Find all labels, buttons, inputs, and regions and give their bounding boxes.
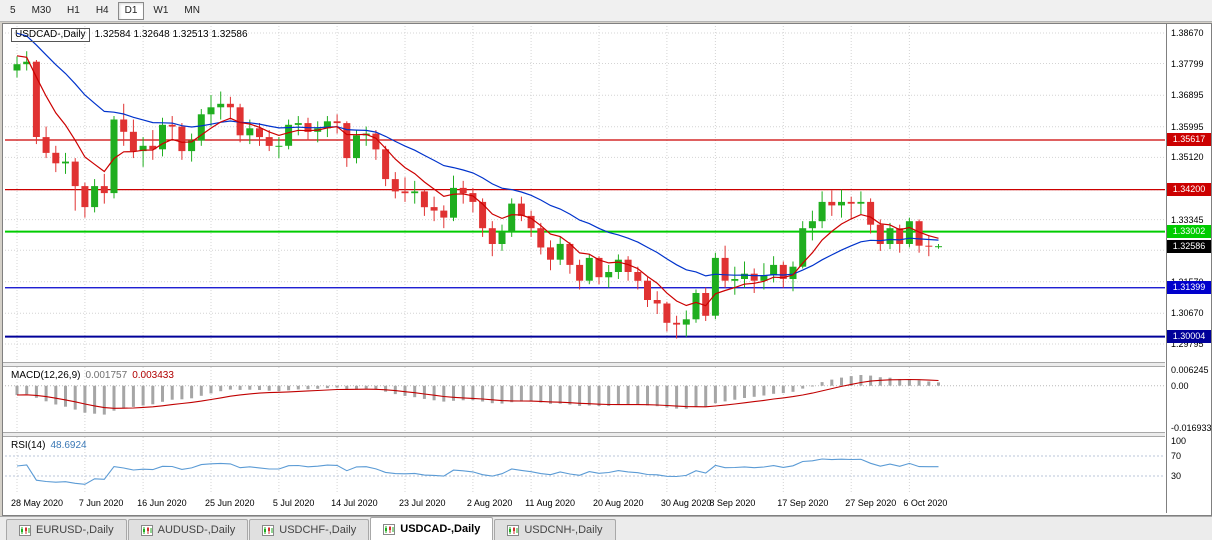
macd-indicator-label: MACD(12,26,9) 0.001757 0.003433 <box>11 370 174 381</box>
price-level-badge: 1.33002 <box>1167 225 1211 239</box>
rsi-tick: 30 <box>1171 471 1182 481</box>
candlestick-chart-icon <box>140 524 153 536</box>
candlestick-chart-icon <box>262 524 275 536</box>
date-label: 14 Jul 2020 <box>331 498 378 508</box>
candlestick-chart-icon <box>19 524 31 536</box>
price-level-badge: 1.30004 <box>1167 330 1211 344</box>
chart-tab-label: USDCAD-,Daily <box>400 523 481 535</box>
chart-title: USDCAD-,Daily 1.32584 1.32648 1.32513 1.3… <box>11 28 248 42</box>
date-label: 28 May 2020 <box>11 498 64 508</box>
chart-tab-usdcnh[interactable]: USDCNH-,Daily <box>494 519 616 540</box>
chart-tab-label: USDCHF-,Daily <box>279 524 357 536</box>
chart-window: USDCAD-,Daily 1.32584 1.32648 1.32513 1.3… <box>2 23 1212 516</box>
date-label: 7 Jun 2020 <box>78 498 124 508</box>
macd-tick: 0.00 <box>1171 380 1189 391</box>
candlestick-chart-icon <box>507 524 520 536</box>
price-axis[interactable]: 1.386701.377991.368951.359951.351201.341… <box>1166 24 1212 513</box>
price-tick: 1.35995 <box>1171 121 1204 132</box>
date-label: 25 Jun 2020 <box>205 498 255 508</box>
rsi-indicator-label: RSI(14) 48.6924 <box>11 440 87 451</box>
timeframe-button-d1[interactable]: D1 <box>117 1 145 20</box>
macd-main-value: 0.001757 <box>85 370 128 381</box>
panel-splitter[interactable] <box>3 362 1165 367</box>
price-tick: 1.37799 <box>1171 58 1204 69</box>
macd-tick: 0.006245 <box>1171 365 1209 376</box>
chart-tab-usdchf[interactable]: USDCHF-,Daily <box>249 519 370 540</box>
timeframe-toolbar: 5 M30 H1 H4 D1 W1 MN <box>0 0 1212 22</box>
date-label: 11 Aug 2020 <box>525 498 575 508</box>
date-label: 16 Jun 2020 <box>137 498 187 508</box>
macd-name: MACD(12,26,9) <box>11 370 81 381</box>
price-level-badge: 1.35617 <box>1167 133 1211 147</box>
timeframe-button-5[interactable]: 5 <box>10 4 16 16</box>
rsi-panel[interactable] <box>5 437 1165 494</box>
price-level-badge: 1.31399 <box>1167 281 1211 295</box>
ohlc-close: 1.32586 <box>211 29 248 40</box>
macd-signal-value: 0.003433 <box>132 370 174 381</box>
date-label: 20 Aug 2020 <box>593 498 644 508</box>
price-tick: 1.38670 <box>1171 28 1204 38</box>
chart-tabbar: EURUSD-,Daily AUDUSD-,Daily USDCHF-,Daily U… <box>0 516 1212 540</box>
price-tick: 1.36895 <box>1171 90 1204 101</box>
ohlc-low: 1.32513 <box>172 29 209 40</box>
rsi-tick: 100 <box>1171 436 1187 446</box>
symbol-period-label: USDCAD-,Daily <box>11 28 90 42</box>
price-tick: 1.29795 <box>1171 338 1204 349</box>
panel-splitter[interactable] <box>3 432 1165 437</box>
date-label: 6 Oct 2020 <box>903 498 948 508</box>
chart-tab-label: USDCNH-,Daily <box>524 524 603 536</box>
rsi-tick: 70 <box>1171 451 1182 461</box>
price-tick: 1.33345 <box>1171 214 1204 225</box>
price-tick: 1.35120 <box>1171 152 1204 163</box>
price-chart[interactable] <box>5 26 1165 362</box>
price-level-badge: 1.32586 <box>1167 239 1211 253</box>
price-level-badge: 1.34200 <box>1167 183 1211 197</box>
ohlc-high: 1.32648 <box>133 29 170 40</box>
date-label: 8 Sep 2020 <box>709 498 756 508</box>
macd-panel[interactable] <box>5 367 1165 432</box>
rsi-name: RSI(14) <box>11 440 46 451</box>
timeframe-button-mn[interactable]: MN <box>184 4 200 16</box>
date-label: 23 Jul 2020 <box>399 498 446 508</box>
price-tick: 1.30670 <box>1171 308 1204 319</box>
date-label: 27 Sep 2020 <box>845 498 897 508</box>
timeframe-button-w1[interactable]: W1 <box>153 4 169 16</box>
macd-tick: -0.016933 <box>1171 423 1212 434</box>
chart-tab-usdcad[interactable]: USDCAD-,Daily <box>370 517 494 540</box>
ohlc-open: 1.32584 <box>94 29 131 40</box>
chart-tab-label: AUDUSD-,Daily <box>157 524 236 536</box>
timeframe-button-h1[interactable]: H1 <box>67 4 80 16</box>
candlestick-chart-icon <box>383 523 396 535</box>
time-axis[interactable]: 28 May 2020 7 Jun 2020 16 Jun 2020 25 Jun 2… <box>3 494 1165 513</box>
timeframe-button-m30[interactable]: M30 <box>31 4 52 16</box>
date-label: 5 Jul 2020 <box>272 498 315 508</box>
chart-tab-label: EURUSD-,Daily <box>36 524 114 536</box>
date-label: 17 Sep 2020 <box>777 498 829 508</box>
chart-tab-audusd[interactable]: AUDUSD-,Daily <box>127 519 249 540</box>
rsi-value: 48.6924 <box>50 440 87 451</box>
date-label: 2 Aug 2020 <box>466 498 513 508</box>
chart-tab-eurusd[interactable]: EURUSD-,Daily <box>6 519 127 540</box>
timeframe-button-h4[interactable]: H4 <box>95 4 109 16</box>
date-label: 30 Aug 2020 <box>660 498 712 508</box>
